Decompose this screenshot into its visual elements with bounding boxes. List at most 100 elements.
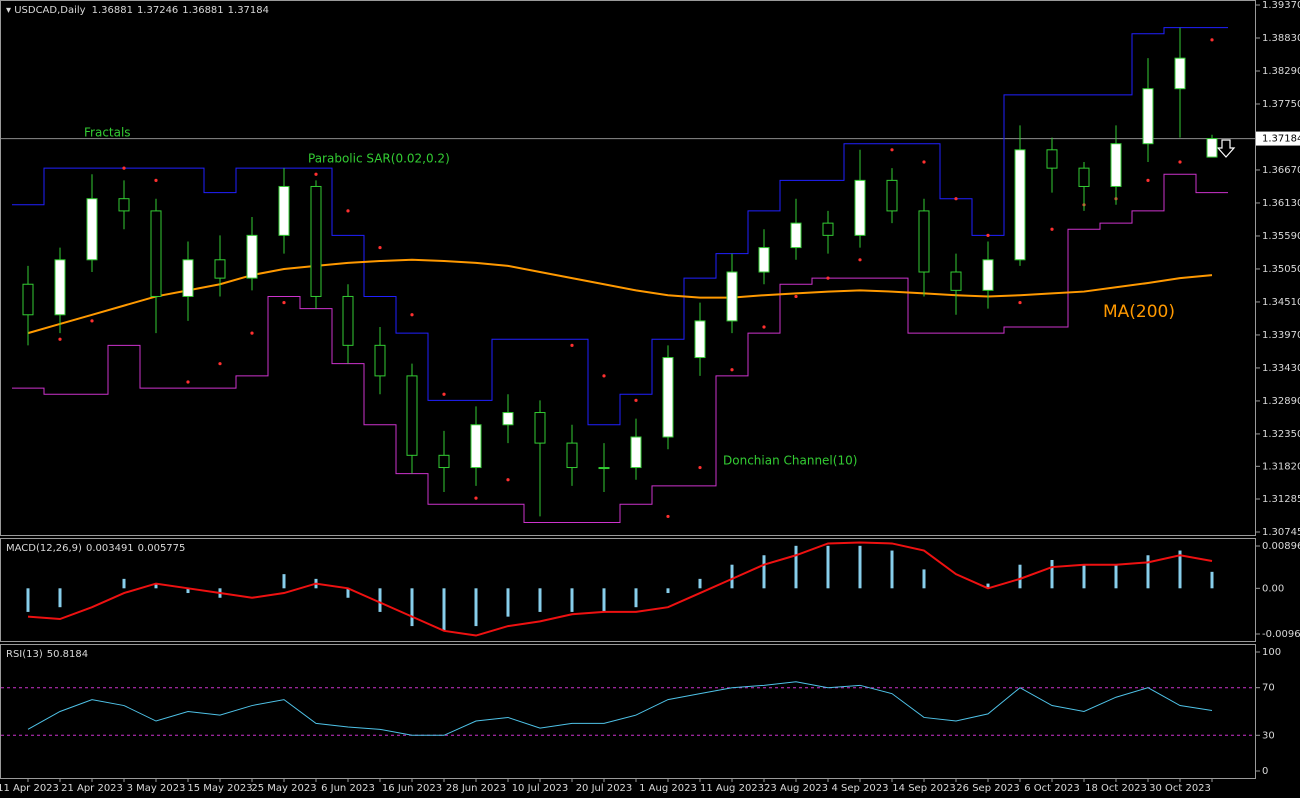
- candle-body: [982, 259, 994, 291]
- candle-body: [1014, 149, 1026, 261]
- x-tick-label: 25 May 2023: [251, 783, 316, 794]
- sar-dot: [474, 496, 478, 500]
- ma-label: MA(200): [1103, 302, 1175, 322]
- sar-dot: [986, 233, 990, 237]
- sar-dot: [442, 392, 446, 396]
- candle-body: [406, 375, 418, 456]
- sar-dot: [218, 362, 222, 366]
- sell-arrow: [1216, 139, 1236, 158]
- donchian-upper: [12, 27, 1228, 426]
- current-price-box: [1256, 131, 1300, 146]
- x-tick-label: 3 May 2023: [127, 783, 186, 794]
- candle-body: [662, 357, 674, 438]
- sar-dot: [1178, 160, 1182, 164]
- y-tick-label: 70: [1262, 683, 1275, 694]
- donchian-label: Donchian Channel(10): [723, 454, 857, 468]
- fractals-label: Fractals: [84, 126, 131, 140]
- x-tick-label: 6 Jun 2023: [321, 783, 375, 794]
- macd-panel-frame: [0, 538, 1256, 642]
- candle-body: [54, 259, 66, 316]
- x-tick-label: 21 Apr 2023: [61, 783, 123, 794]
- sar-dot: [154, 178, 158, 182]
- sar-dot: [122, 166, 126, 170]
- donchian-lower: [12, 173, 1228, 524]
- candle-body: [246, 234, 258, 279]
- dropdown-icon: ▾: [6, 5, 14, 16]
- sar-dot: [314, 172, 318, 176]
- x-tick-label: 30 Oct 2023: [1149, 783, 1211, 794]
- macd-signal: [27, 541, 1213, 637]
- y-tick-label: 100: [1262, 647, 1281, 658]
- y-tick-label: 1.39370: [1262, 0, 1300, 11]
- x-tick-label: 26 Sep 2023: [956, 783, 1019, 794]
- sar-dot: [730, 368, 734, 372]
- y-tick-label: 1.35590: [1262, 231, 1300, 242]
- macd-signal-value: 0.005775: [138, 543, 186, 554]
- x-tick-label: 20 Jul 2023: [576, 783, 633, 794]
- rsi-title: RSI(13): [6, 649, 43, 660]
- candle-body: [854, 179, 866, 236]
- price-header: ▾ USDCAD,Daily 1.36881 1.37246 1.36881 1.371…: [6, 5, 269, 16]
- y-tick-label: 1.34510: [1262, 297, 1300, 308]
- x-tick-label: 10 Jul 2023: [512, 783, 569, 794]
- candle-body: [1142, 88, 1154, 145]
- y-tick-label: 1.31820: [1262, 461, 1300, 472]
- y-tick-label: 0: [1262, 766, 1268, 777]
- sar-dot: [90, 319, 94, 323]
- sar-dot: [762, 325, 766, 329]
- candle-body: [502, 412, 514, 426]
- candle-body: [182, 259, 194, 297]
- price-panel-frame: [0, 0, 1256, 536]
- candle-body: [1174, 57, 1186, 90]
- sar-dot: [250, 331, 254, 335]
- candle-body: [886, 179, 898, 212]
- y-tick-label: 1.30745: [1262, 527, 1300, 538]
- candle-body: [214, 259, 226, 279]
- sar-dot: [698, 465, 702, 470]
- candle-body: [342, 295, 354, 346]
- high-value: 1.37246: [137, 5, 178, 16]
- macd-main-value: 0.003491: [86, 543, 134, 554]
- y-tick-label: 1.37750: [1262, 99, 1300, 110]
- candle-body: [86, 198, 98, 261]
- y-tick-label: 0.008961: [1262, 541, 1300, 552]
- y-tick-label: 1.36130: [1262, 198, 1300, 209]
- candle-body: [438, 454, 450, 469]
- candle-body: [598, 467, 610, 470]
- current-price-label: 1.37184: [1262, 134, 1300, 145]
- y-tick-label: 0.00: [1262, 583, 1284, 594]
- sar-dot: [378, 245, 382, 250]
- candle-body: [1078, 167, 1090, 187]
- low-value: 1.36881: [182, 5, 223, 16]
- y-tick-label: -0.009676: [1262, 629, 1300, 640]
- x-tick-label: 28 Jun 2023: [446, 783, 506, 794]
- symbol: USDCAD,Daily: [14, 5, 85, 16]
- sar-dot: [858, 258, 862, 262]
- candle-body: [822, 222, 834, 236]
- candle-body: [278, 185, 290, 236]
- y-tick-label: 1.36670: [1262, 165, 1300, 176]
- candle-body: [118, 198, 130, 212]
- rsi-value: 50.8184: [47, 649, 88, 660]
- ma-line: [27, 258, 1213, 335]
- rsi-panel-frame: [0, 644, 1256, 779]
- sar-dot: [282, 300, 286, 305]
- sar-dot: [506, 478, 510, 482]
- sar-label: Parabolic SAR(0.02,0.2): [308, 152, 450, 166]
- sar-dot: [666, 514, 670, 519]
- y-tick-label: 1.32890: [1262, 396, 1300, 407]
- candle-body: [374, 344, 386, 377]
- candle-body: [566, 442, 578, 469]
- candle-body: [790, 222, 802, 249]
- x-tick-label: 6 Oct 2023: [1024, 783, 1079, 794]
- open-value: 1.36881: [92, 5, 133, 16]
- candle-body: [950, 271, 962, 291]
- y-tick-label: 1.33430: [1262, 363, 1300, 374]
- x-tick-label: 23 Aug 2023: [764, 783, 828, 794]
- sar-dot: [58, 337, 62, 341]
- y-tick-label: 1.35050: [1262, 264, 1300, 275]
- sar-dot: [794, 294, 798, 299]
- sar-dot: [634, 398, 638, 402]
- sar-dot: [922, 160, 926, 164]
